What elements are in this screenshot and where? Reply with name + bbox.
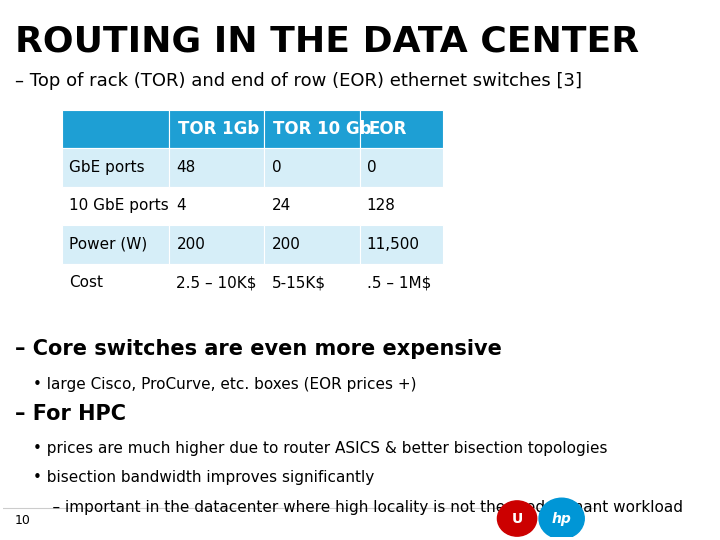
Text: 5-15K$: 5-15K$: [271, 275, 325, 291]
Text: • prices are much higher due to router ASICS & better bisection topologies: • prices are much higher due to router A…: [32, 441, 607, 456]
Text: Cost: Cost: [69, 275, 104, 291]
Text: .5 – 1M$: .5 – 1M$: [366, 275, 431, 291]
Text: TOR 1Gb: TOR 1Gb: [178, 120, 259, 138]
Text: ROUTING IN THE DATA CENTER: ROUTING IN THE DATA CENTER: [14, 24, 639, 58]
Text: 0: 0: [366, 160, 377, 175]
Text: – Top of rack (TOR) and end of row (EOR) ethernet switches [3]: – Top of rack (TOR) and end of row (EOR)…: [14, 72, 582, 90]
FancyBboxPatch shape: [264, 187, 359, 225]
Text: 10: 10: [14, 514, 30, 526]
FancyBboxPatch shape: [359, 110, 443, 148]
Text: 2.5 – 10K$: 2.5 – 10K$: [176, 275, 257, 291]
Text: – important in the datacenter where high locality is not the predominant workloa: – important in the datacenter where high…: [32, 500, 683, 515]
FancyBboxPatch shape: [169, 148, 264, 187]
Text: 24: 24: [271, 198, 291, 213]
Text: hp: hp: [552, 511, 572, 525]
Text: – Core switches are even more expensive: – Core switches are even more expensive: [14, 340, 502, 360]
FancyBboxPatch shape: [62, 148, 169, 187]
Text: 48: 48: [176, 160, 196, 175]
Circle shape: [498, 501, 536, 536]
Text: Power (W): Power (W): [69, 237, 148, 252]
FancyBboxPatch shape: [359, 187, 443, 225]
FancyBboxPatch shape: [62, 187, 169, 225]
Text: 128: 128: [366, 198, 395, 213]
FancyBboxPatch shape: [62, 110, 169, 148]
Text: – For HPC: – For HPC: [14, 403, 126, 423]
FancyBboxPatch shape: [169, 110, 264, 148]
Text: 11,500: 11,500: [366, 237, 420, 252]
Text: • bisection bandwidth improves significantly: • bisection bandwidth improves significa…: [32, 470, 374, 485]
FancyBboxPatch shape: [264, 225, 359, 264]
Text: 10 GbE ports: 10 GbE ports: [69, 198, 169, 213]
FancyBboxPatch shape: [264, 148, 359, 187]
FancyBboxPatch shape: [169, 225, 264, 264]
Text: 200: 200: [271, 237, 300, 252]
FancyBboxPatch shape: [359, 148, 443, 187]
FancyBboxPatch shape: [62, 264, 169, 302]
Text: TOR 10 Gb: TOR 10 Gb: [274, 120, 372, 138]
FancyBboxPatch shape: [359, 225, 443, 264]
Circle shape: [539, 498, 584, 539]
Text: EOR: EOR: [369, 120, 407, 138]
Text: 0: 0: [271, 160, 281, 175]
Text: • large Cisco, ProCurve, etc. boxes (EOR prices +): • large Cisco, ProCurve, etc. boxes (EOR…: [32, 377, 416, 392]
FancyBboxPatch shape: [264, 264, 359, 302]
FancyBboxPatch shape: [169, 264, 264, 302]
Text: U: U: [511, 511, 523, 525]
FancyBboxPatch shape: [359, 264, 443, 302]
FancyBboxPatch shape: [62, 225, 169, 264]
Text: 200: 200: [176, 237, 205, 252]
FancyBboxPatch shape: [169, 187, 264, 225]
Text: GbE ports: GbE ports: [69, 160, 145, 175]
Text: 4: 4: [176, 198, 186, 213]
FancyBboxPatch shape: [264, 110, 359, 148]
